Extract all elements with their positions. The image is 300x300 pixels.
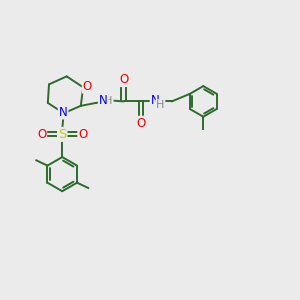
Text: N: N	[151, 94, 159, 107]
Text: S: S	[58, 128, 66, 141]
Text: O: O	[119, 73, 128, 86]
Text: N: N	[99, 94, 108, 107]
Text: O: O	[136, 117, 146, 130]
Text: H: H	[156, 100, 164, 110]
Text: N: N	[59, 106, 68, 118]
Text: O: O	[83, 80, 92, 93]
Text: O: O	[37, 128, 46, 141]
Text: H: H	[104, 95, 113, 106]
Text: O: O	[78, 128, 88, 141]
